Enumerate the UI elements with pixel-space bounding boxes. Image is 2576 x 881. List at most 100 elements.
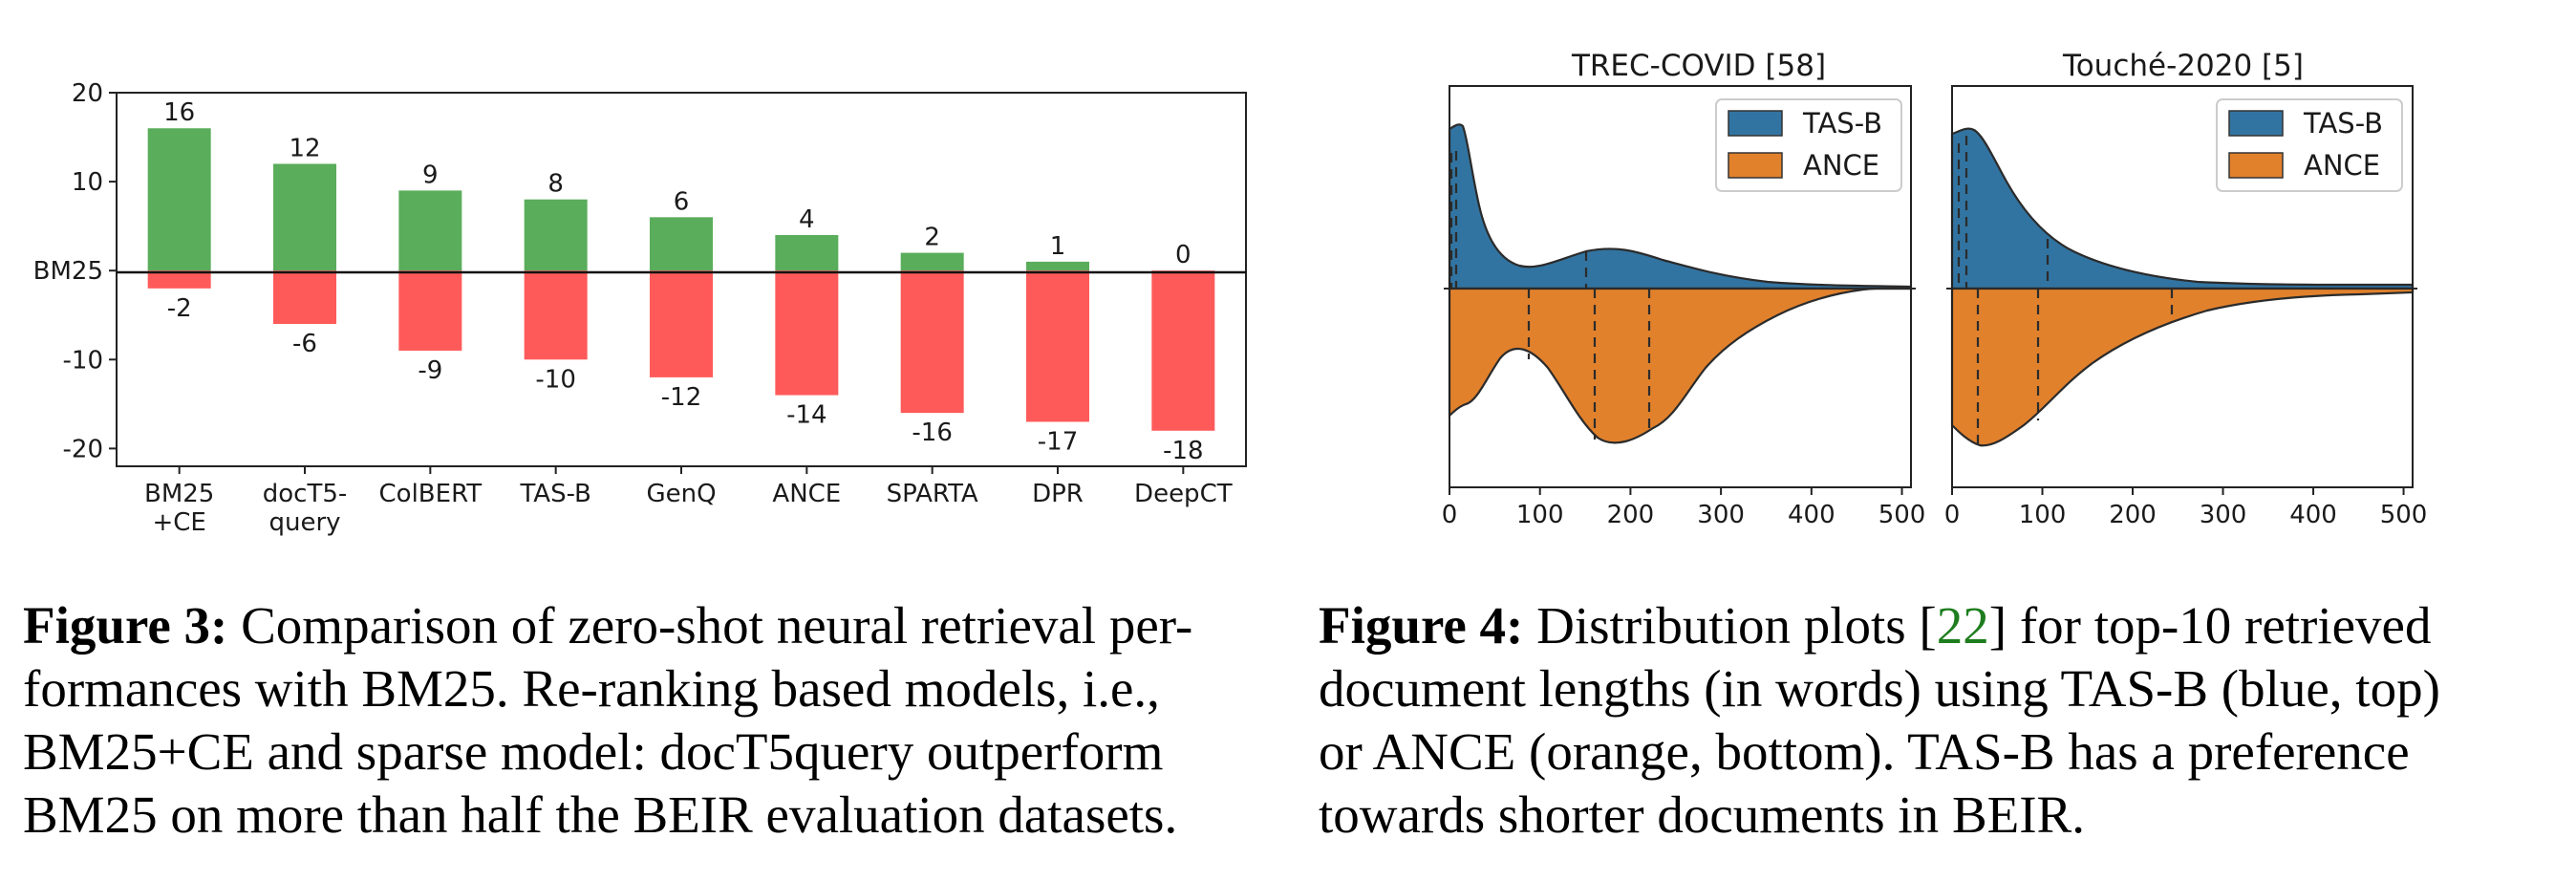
x-tick-label-doct5-query: docT5- bbox=[263, 480, 348, 508]
x-tick-label: 0 bbox=[1944, 501, 1961, 529]
bar-negative-tas-b bbox=[524, 270, 588, 360]
legend-label-tas-b: TAS-B bbox=[2303, 107, 2383, 140]
fig3-y-axis: 20 10 BM25 -10 -20 bbox=[33, 79, 117, 463]
x-tick-label-bm25-ce: +CE bbox=[152, 508, 205, 537]
beir-name: BEIR bbox=[1951, 785, 2072, 844]
touche-quartile-lines bbox=[1957, 136, 2174, 445]
x-tick-label-tas-b: TAS-B bbox=[519, 480, 590, 508]
beir-name: BEIR bbox=[633, 785, 753, 844]
x-tick-label-ance: ANCE bbox=[772, 480, 841, 508]
bar-label-negative-ance: -14 bbox=[786, 401, 826, 430]
figure-3-caption-line-3: BM25+CE and sparse model: docT5query out… bbox=[23, 722, 1164, 781]
touche-tas-b-density bbox=[1950, 127, 2415, 290]
bar-label-positive-sparta: 2 bbox=[924, 224, 940, 252]
x-tick-label-genq: GenQ bbox=[646, 480, 716, 508]
fig4-trec-covid-title: TREC-COVID [58] bbox=[1571, 49, 1826, 83]
figure-3-caption-line-2: formances with BM25. Re-ranking based mo… bbox=[23, 659, 1160, 718]
fig3-bar-labels: 16 -2 12 -6 9 -9 8 -10 6 -12 4 -14 2 -16 1 -17 0 -18 bbox=[163, 98, 1203, 465]
bar-positive-colbert bbox=[398, 190, 462, 271]
fig3-x-axis: BM25+CE docT5-query ColBERT TAS-B GenQ ANCE SP… bbox=[144, 466, 1233, 537]
trec-covid-ance-density bbox=[1448, 287, 1912, 444]
bar-label-positive-tas-b: 8 bbox=[547, 170, 564, 199]
x-tick-label: 400 bbox=[1788, 501, 1835, 529]
fig4-touche-x-axis: 0 100 200 300 400 500 bbox=[1944, 487, 2428, 529]
fig4-touche-title: Touché-2020 [5] bbox=[2062, 49, 2304, 83]
bar-label-negative-dpr: -17 bbox=[1038, 427, 1078, 456]
figure-4-caption-line-2: document lengths (in words) using TAS-B … bbox=[1319, 659, 2440, 718]
y-tick-label: 10 bbox=[72, 168, 103, 197]
bar-label-negative-colbert: -9 bbox=[418, 356, 442, 385]
fig4-trec-covid-frame bbox=[1449, 85, 1912, 488]
bar-label-positive-genq: 6 bbox=[674, 187, 690, 216]
bar-label-negative-genq: -12 bbox=[661, 383, 701, 412]
x-tick-label: 0 bbox=[1442, 501, 1458, 529]
figure-4-label: Figure 4: bbox=[1319, 596, 1524, 655]
y-tick-label: -10 bbox=[63, 346, 103, 375]
y-tick-label: -20 bbox=[63, 435, 103, 463]
fig4-trec-covid-x-axis: 0 100 200 300 400 500 bbox=[1442, 487, 1926, 529]
legend-swatch-tas-b bbox=[1728, 110, 1783, 137]
bar-negative-deepct bbox=[1151, 270, 1215, 431]
bar-negative-colbert bbox=[398, 270, 462, 351]
legend-label-tas-b: TAS-B bbox=[1802, 107, 1882, 140]
figure-3-label: Figure 3: bbox=[23, 596, 228, 655]
bar-label-negative-doct5-query: -6 bbox=[292, 330, 317, 358]
bar-positive-bm25-ce bbox=[147, 128, 211, 271]
legend-label-ance: ANCE bbox=[1803, 149, 1879, 182]
legend-swatch-tas-b bbox=[2228, 110, 2284, 137]
figure-3-caption: Figure 3: Comparison of zero-shot neural… bbox=[23, 594, 1192, 847]
touche-ance-density bbox=[1950, 287, 2415, 447]
bar-positive-tas-b bbox=[524, 199, 588, 271]
bar-negative-genq bbox=[650, 270, 713, 377]
figure-4-caption-line-4c: . bbox=[2072, 785, 2085, 844]
bar-label-positive-colbert: 9 bbox=[422, 161, 439, 189]
legend-label-ance: ANCE bbox=[2304, 149, 2380, 182]
x-tick-label: 500 bbox=[2380, 501, 2428, 529]
bar-negative-dpr bbox=[1026, 270, 1089, 422]
bar-positive-genq bbox=[650, 217, 713, 271]
fig4-touche-frame bbox=[1951, 85, 2414, 488]
x-tick-label-bm25-ce: BM25 bbox=[144, 480, 214, 508]
bar-label-positive-doct5-query: 12 bbox=[289, 134, 320, 162]
bar-positive-sparta bbox=[900, 252, 964, 271]
bar-negative-ance bbox=[775, 270, 839, 396]
figure-4-caption: Figure 4: Distribution plots [22] for to… bbox=[1319, 594, 2440, 847]
x-tick-label-deepct: DeepCT bbox=[1134, 480, 1233, 508]
bar-label-negative-bm25-ce: -2 bbox=[167, 294, 192, 323]
bar-positive-doct5-query bbox=[273, 163, 336, 271]
bar-label-positive-ance: 4 bbox=[799, 205, 815, 234]
y-tick-label: 20 bbox=[72, 79, 103, 108]
x-tick-label-sparta: SPARTA bbox=[887, 480, 978, 508]
trec-covid-tas-b-density bbox=[1448, 123, 1913, 290]
legend-swatch-ance bbox=[2228, 152, 2284, 179]
x-tick-label: 500 bbox=[1878, 501, 1926, 529]
y-tick-label: BM25 bbox=[33, 257, 103, 286]
citation-link[interactable]: 22 bbox=[1936, 596, 1989, 655]
trec-covid-quartile-lines bbox=[1449, 151, 1651, 440]
fig3-bars bbox=[147, 128, 1215, 431]
figure-4-caption-line-4a: towards shorter documents in bbox=[1319, 785, 1952, 844]
bar-positive-dpr bbox=[1026, 261, 1089, 271]
x-tick-label: 200 bbox=[2109, 501, 2157, 529]
bar-negative-doct5-query bbox=[273, 270, 336, 325]
figure-3-caption-line-4c: evaluation datasets. bbox=[752, 785, 1178, 844]
figure-4-caption-line-1c: ] for top-10 retrieved bbox=[1988, 596, 2432, 655]
bar-label-positive-deepct: 0 bbox=[1175, 241, 1191, 269]
legend-swatch-ance bbox=[1728, 152, 1783, 179]
fig4-trec-covid-legend: TAS-B ANCE bbox=[1715, 98, 1902, 192]
bar-label-negative-deepct: -18 bbox=[1163, 437, 1203, 465]
bar-label-positive-dpr: 1 bbox=[1050, 232, 1066, 261]
x-tick-label: 400 bbox=[2289, 501, 2337, 529]
x-tick-label: 100 bbox=[2019, 501, 2067, 529]
bar-positive-ance bbox=[775, 234, 839, 271]
bar-label-positive-bm25-ce: 16 bbox=[163, 98, 195, 127]
bar-label-negative-tas-b: -10 bbox=[535, 365, 575, 394]
bar-negative-sparta bbox=[900, 270, 964, 414]
figure-4-caption-line-3: or ANCE (orange, bottom). TAS-B has a pr… bbox=[1319, 722, 2410, 781]
figure-3-caption-line-4a: BM25 on more than half the bbox=[23, 785, 633, 844]
fig4-touche-legend: TAS-B ANCE bbox=[2216, 98, 2403, 192]
fig4-touche-plot: Touché-2020 [5] TAS-B ANCE 0 100 200 300 400… bbox=[1944, 49, 2428, 529]
x-tick-label: 300 bbox=[1697, 501, 1745, 529]
